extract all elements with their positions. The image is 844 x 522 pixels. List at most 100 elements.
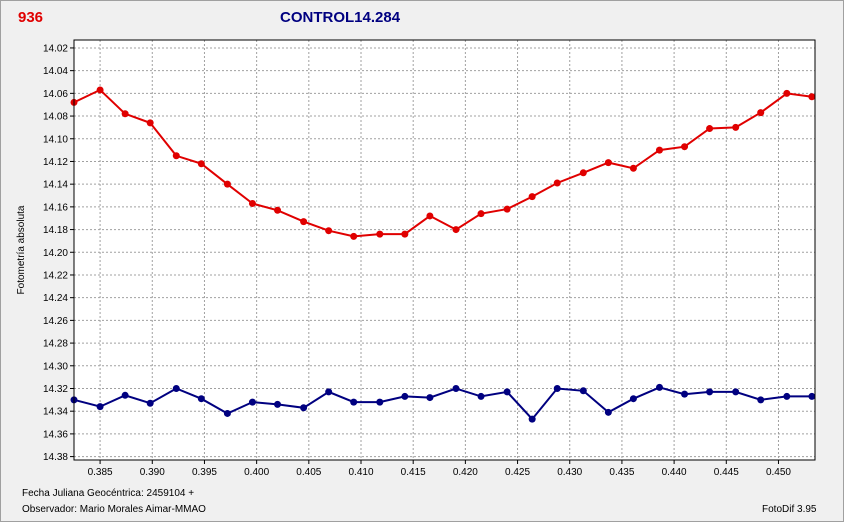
series-2-point bbox=[376, 398, 384, 406]
series-2-point bbox=[452, 384, 460, 392]
y-tick-label: 14.22 bbox=[43, 270, 68, 281]
series-2-point bbox=[477, 392, 485, 400]
series-2-point bbox=[528, 415, 536, 423]
x-tick-label: 0.440 bbox=[662, 467, 687, 478]
x-tick-label: 0.400 bbox=[244, 467, 269, 478]
series-2-point bbox=[706, 388, 714, 396]
series-1-point bbox=[681, 143, 689, 151]
series-1-point bbox=[223, 180, 231, 188]
chart-title: CONTROL14.284 bbox=[280, 9, 401, 26]
y-tick-label: 14.20 bbox=[43, 248, 68, 259]
series-2-point bbox=[197, 395, 205, 403]
series-2-point bbox=[146, 399, 154, 407]
series-1-point bbox=[808, 93, 816, 101]
series-1-point bbox=[503, 205, 511, 213]
series-1-point bbox=[274, 206, 282, 214]
series-2-point bbox=[553, 384, 561, 392]
series-2-point bbox=[783, 392, 791, 400]
series-1-point bbox=[553, 179, 561, 187]
series-2-point bbox=[732, 388, 740, 396]
series-1-point bbox=[325, 227, 333, 235]
series-2-point bbox=[757, 396, 765, 404]
x-tick-label: 0.405 bbox=[296, 467, 321, 478]
series-2-point bbox=[172, 384, 180, 392]
series-2-point bbox=[426, 394, 434, 402]
software-version: FotoDif 3.95 bbox=[762, 504, 817, 515]
series-1-point bbox=[376, 230, 384, 238]
y-axis-ticks: 14.02 14.04 14.06 14.08 14.10 14.12 14.14 14.16… bbox=[43, 43, 74, 463]
series-1-point bbox=[96, 86, 104, 94]
series-1-point bbox=[579, 169, 587, 177]
y-tick-label: 14.10 bbox=[43, 134, 68, 145]
series-2-point bbox=[325, 388, 333, 396]
series-2-point bbox=[401, 392, 409, 400]
y-tick-label: 14.28 bbox=[43, 339, 68, 350]
series-1-point bbox=[172, 152, 180, 160]
series-1-point bbox=[146, 119, 154, 127]
observer-label: Observador: Mario Morales Aimar-MMAO bbox=[22, 504, 206, 515]
y-tick-label: 14.16 bbox=[43, 202, 68, 213]
x-axis-ticks: 0.385 0.390 0.395 0.400 0.405 0.410 0.415 0.420… bbox=[88, 460, 791, 478]
series-group bbox=[70, 86, 816, 423]
series-2-point bbox=[808, 392, 816, 400]
y-tick-label: 14.02 bbox=[43, 43, 68, 54]
y-tick-label: 14.04 bbox=[43, 66, 68, 77]
plot-border bbox=[73, 39, 816, 461]
series-1-point bbox=[248, 199, 256, 207]
y-tick-label: 14.18 bbox=[43, 225, 68, 236]
series-2-point bbox=[655, 383, 663, 391]
y-axis-label: Fotometría absoluta bbox=[16, 205, 27, 294]
x-tick-label: 0.390 bbox=[140, 467, 165, 478]
y-tick-label: 14.12 bbox=[43, 157, 68, 168]
y-tick-label: 14.08 bbox=[43, 112, 68, 123]
y-tick-label: 14.14 bbox=[43, 180, 68, 191]
x-tick-label: 0.430 bbox=[557, 467, 582, 478]
y-tick-label: 14.30 bbox=[43, 361, 68, 372]
plot-area bbox=[74, 40, 815, 460]
series-1-point bbox=[350, 232, 358, 240]
series-2-point bbox=[579, 387, 587, 395]
series-2-point bbox=[248, 398, 256, 406]
series-1-point bbox=[655, 146, 663, 154]
series-1-point bbox=[732, 123, 740, 131]
series-1-point bbox=[452, 226, 460, 234]
x-tick-label: 0.415 bbox=[401, 467, 426, 478]
y-tick-label: 14.38 bbox=[43, 452, 68, 463]
series-1-point bbox=[197, 160, 205, 168]
x-tick-label: 0.395 bbox=[192, 467, 217, 478]
x-tick-label: 0.435 bbox=[609, 467, 634, 478]
y-gridlines bbox=[74, 47, 815, 458]
x-tick-label: 0.410 bbox=[348, 467, 373, 478]
series-2-point bbox=[274, 400, 282, 408]
x-tick-label: 0.445 bbox=[714, 467, 739, 478]
series-1-point bbox=[604, 159, 612, 167]
series-1-point bbox=[757, 109, 765, 117]
series-2-point bbox=[300, 404, 308, 412]
y-tick-label: 14.34 bbox=[43, 407, 68, 418]
series-1-point bbox=[426, 212, 434, 220]
series-2-point bbox=[350, 398, 358, 406]
series-2-line bbox=[73, 386, 812, 421]
y-tick-label: 14.32 bbox=[43, 384, 68, 395]
series-1-point bbox=[528, 193, 536, 201]
y-tick-label: 14.26 bbox=[43, 316, 68, 327]
series-1-point bbox=[629, 164, 637, 172]
series-1-point bbox=[401, 230, 409, 238]
series-2-point bbox=[629, 395, 637, 403]
series-2-point bbox=[223, 409, 231, 417]
series-1-point bbox=[300, 218, 308, 226]
series-1-point bbox=[783, 89, 791, 97]
series-1-line bbox=[73, 88, 813, 238]
star-id-label: 936 bbox=[18, 9, 44, 26]
series-1-point bbox=[477, 210, 485, 218]
series-2-point bbox=[121, 391, 129, 399]
x-tick-label: 0.385 bbox=[88, 467, 113, 478]
series-1-point bbox=[121, 110, 129, 118]
julian-date-label: Fecha Juliana Geocéntrica: 2459104 + bbox=[22, 488, 195, 499]
series-2-point bbox=[604, 408, 612, 416]
y-tick-label: 14.36 bbox=[43, 429, 68, 440]
x-tick-label: 0.450 bbox=[766, 467, 791, 478]
series-2-point bbox=[681, 390, 689, 398]
series-2-point bbox=[96, 403, 104, 411]
